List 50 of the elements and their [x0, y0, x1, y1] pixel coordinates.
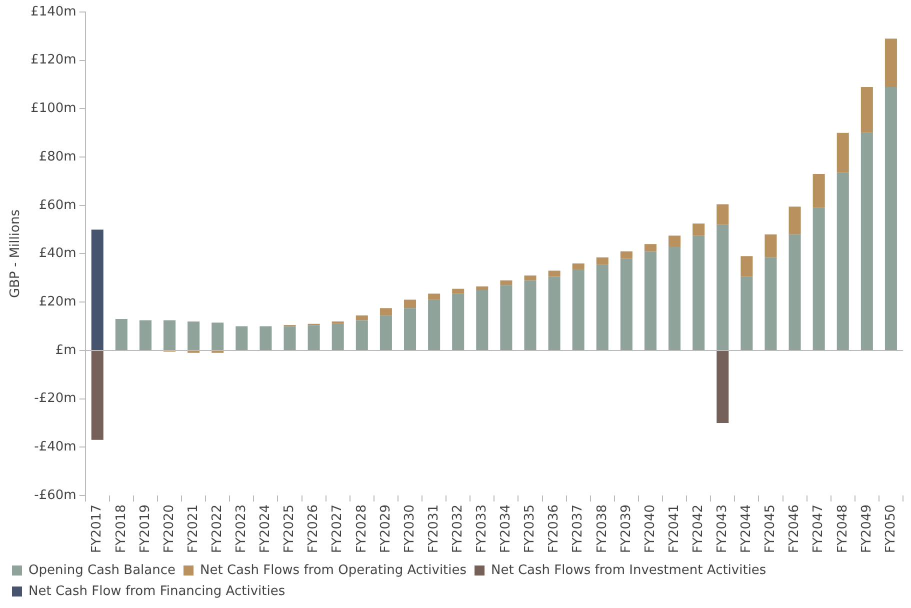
x-tick-label: FY2034 — [498, 504, 514, 554]
x-tick-label: FY2032 — [450, 504, 466, 554]
x-tick-label: FY2028 — [354, 504, 370, 554]
legend-label: Opening Cash Balance — [28, 562, 176, 578]
x-tick-label: FY2041 — [666, 504, 682, 554]
x-tick-label: FY2021 — [186, 504, 201, 554]
x-tick-label: FY2018 — [114, 504, 129, 554]
y-tick-label: £20m — [38, 294, 76, 310]
x-tick-label: FY2050 — [883, 504, 898, 554]
y-tick-label: £60m — [38, 198, 76, 213]
x-tick-label: FY2031 — [426, 504, 442, 554]
x-tick-label: FY2027 — [330, 504, 346, 554]
x-tick-label: FY2019 — [138, 504, 153, 554]
y-tick-label: -£40m — [34, 440, 76, 455]
x-tick-label: FY2026 — [306, 504, 322, 554]
x-tick-label: FY2029 — [378, 504, 394, 554]
x-tick-label: FY2022 — [210, 504, 225, 554]
x-tick-label: FY2039 — [618, 504, 634, 554]
x-tick-label: FY2035 — [522, 504, 538, 554]
x-tick-label: FY2030 — [402, 504, 418, 554]
x-tick-label: FY2036 — [546, 504, 562, 554]
x-tick-label: FY2042 — [690, 504, 706, 554]
y-tick-label: £140m — [30, 4, 76, 20]
x-tick-label: FY2033 — [474, 504, 490, 554]
y-axis-title: GBP - Millions — [8, 209, 24, 298]
x-tick-label: FY2048 — [835, 504, 850, 554]
y-tick-label: -£20m — [34, 391, 76, 406]
x-tick-label: FY2024 — [258, 504, 274, 554]
y-tick-label: £80m — [38, 149, 76, 164]
x-tick-label: FY2049 — [859, 504, 874, 554]
y-tick-label: £40m — [38, 246, 76, 262]
x-tick-label: FY2025 — [282, 504, 298, 554]
x-tick-label: FY2038 — [594, 504, 610, 554]
x-tick-label: FY2037 — [570, 504, 586, 554]
x-tick-label: FY2046 — [787, 504, 802, 554]
x-tick-label: FY2020 — [162, 504, 177, 554]
y-tick-label: £120m — [30, 52, 76, 68]
y-tick-label: £m — [55, 342, 76, 358]
x-tick-label: FY2043 — [715, 504, 730, 554]
y-tick-label: -£60m — [34, 488, 76, 503]
x-tick-label: FY2023 — [234, 504, 250, 554]
x-tick-label: FY2047 — [811, 504, 826, 554]
x-tick-label: FY2045 — [763, 504, 778, 554]
x-tick-label: FY2017 — [90, 504, 105, 554]
x-tick-label: FY2044 — [739, 504, 754, 554]
legend-label: Net Cash Flow from Financing Activities — [28, 584, 286, 599]
y-tick-label: £100m — [30, 101, 76, 116]
x-tick-label: FY2040 — [642, 504, 658, 554]
legend-label: Net Cash Flows from Investment Activities — [491, 562, 766, 578]
legend-label: Net Cash Flows from Operating Activities — [200, 562, 467, 578]
